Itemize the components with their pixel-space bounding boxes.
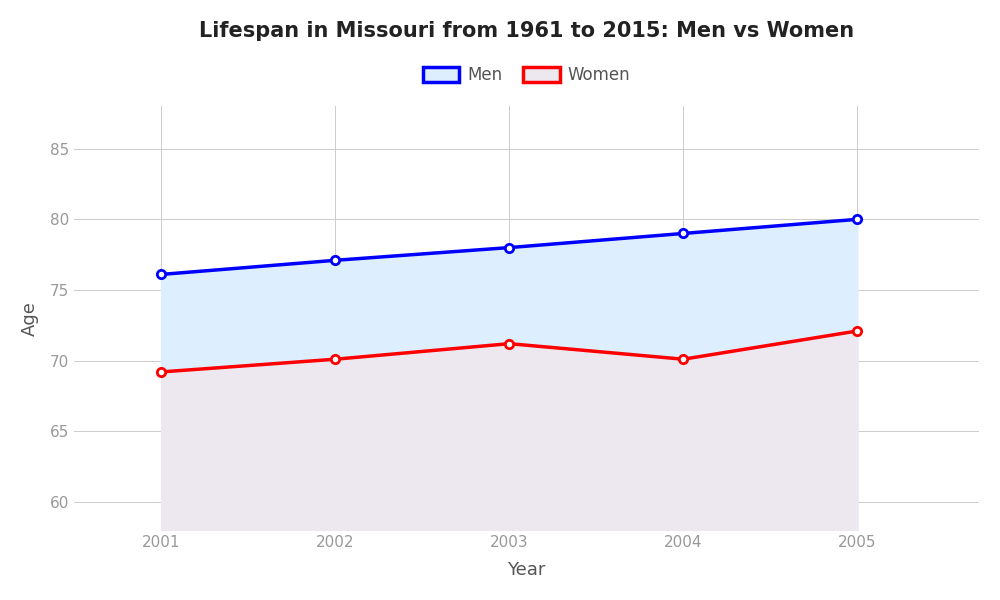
Legend: Men, Women: Men, Women bbox=[416, 59, 637, 91]
X-axis label: Year: Year bbox=[507, 561, 546, 579]
Y-axis label: Age: Age bbox=[21, 301, 39, 335]
Title: Lifespan in Missouri from 1961 to 2015: Men vs Women: Lifespan in Missouri from 1961 to 2015: … bbox=[199, 21, 854, 41]
